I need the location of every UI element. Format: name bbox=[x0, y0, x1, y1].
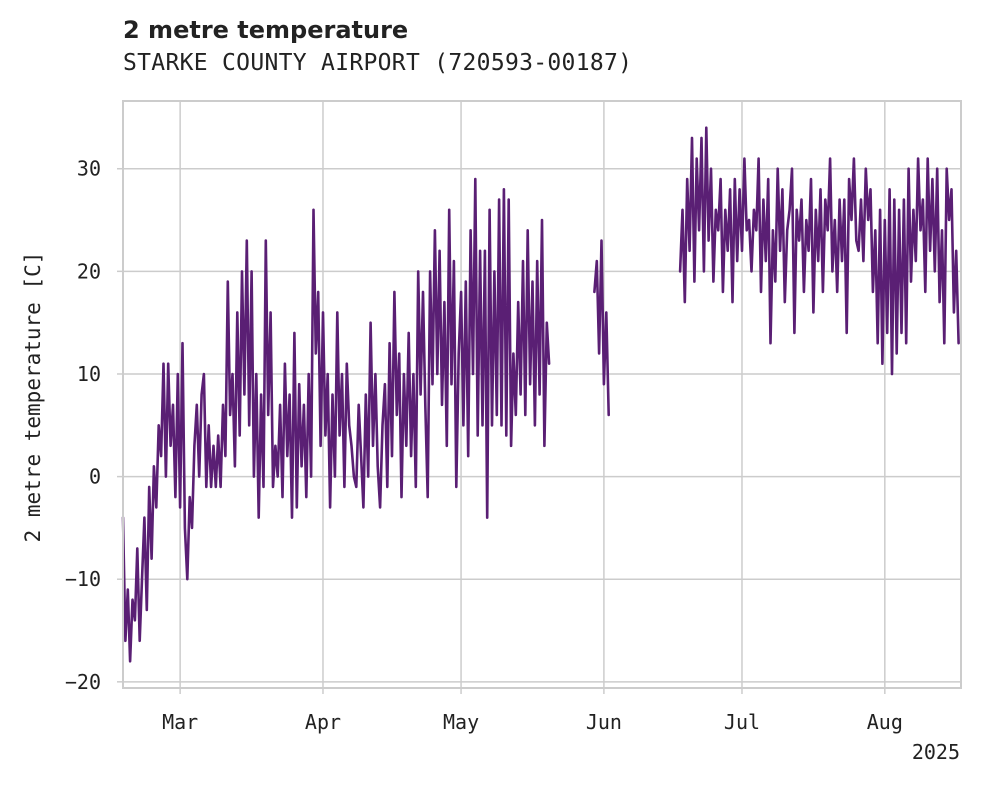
x-axis-year-label: 2025 bbox=[912, 740, 960, 764]
x-tick-label: May bbox=[443, 710, 479, 734]
y-tick-label: 20 bbox=[77, 259, 101, 283]
x-tick-label: Jul bbox=[724, 710, 760, 734]
x-tick-label: Apr bbox=[305, 710, 341, 734]
series-line-segment-0 bbox=[121, 177, 551, 663]
axes-layer: −20 −10 0 10 20 30 Mar Apr May Jun Jul Aug bbox=[65, 100, 962, 734]
y-axis-label: 2 metre temperature [C] bbox=[21, 252, 45, 543]
chart-title: 2 metre temperature bbox=[123, 16, 409, 44]
y-tick-label: 0 bbox=[89, 465, 101, 489]
y-tick-label: 10 bbox=[77, 362, 101, 386]
grid-lines bbox=[123, 101, 961, 688]
chart-subtitle: STARKE COUNTY AIRPORT (720593-00187) bbox=[123, 50, 633, 76]
series-line-segment-1 bbox=[593, 239, 611, 417]
plot-frame bbox=[122, 100, 962, 689]
x-tick-label: Mar bbox=[162, 710, 198, 734]
x-tick-label: Jun bbox=[586, 710, 622, 734]
series-line-segment-2 bbox=[678, 126, 960, 376]
series-layer bbox=[121, 126, 960, 663]
y-tick-label: −10 bbox=[65, 567, 101, 591]
y-tick-label: 30 bbox=[77, 157, 101, 181]
x-tick-label: Aug bbox=[867, 710, 903, 734]
y-tick-label: −20 bbox=[65, 670, 101, 694]
